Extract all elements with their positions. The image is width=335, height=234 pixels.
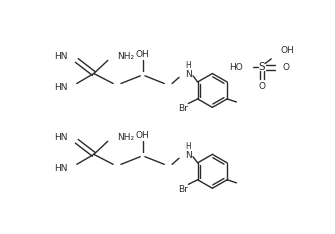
Text: S: S <box>259 62 265 72</box>
Text: HN: HN <box>54 164 67 173</box>
Text: HN: HN <box>54 52 67 61</box>
Text: O: O <box>259 82 265 91</box>
Text: NH₂: NH₂ <box>117 133 134 142</box>
Text: OH: OH <box>281 46 294 55</box>
Text: N: N <box>185 151 192 160</box>
Text: HO: HO <box>229 63 243 72</box>
Text: O: O <box>282 63 289 72</box>
Text: H: H <box>186 61 191 70</box>
Text: Br: Br <box>178 185 188 194</box>
Text: Br: Br <box>178 104 188 113</box>
Text: H: H <box>186 142 191 151</box>
Text: NH₂: NH₂ <box>117 52 134 61</box>
Text: OH: OH <box>136 50 149 59</box>
Text: OH: OH <box>136 131 149 140</box>
Text: N: N <box>185 70 192 79</box>
Text: HN: HN <box>54 83 67 92</box>
Text: HN: HN <box>54 133 67 142</box>
